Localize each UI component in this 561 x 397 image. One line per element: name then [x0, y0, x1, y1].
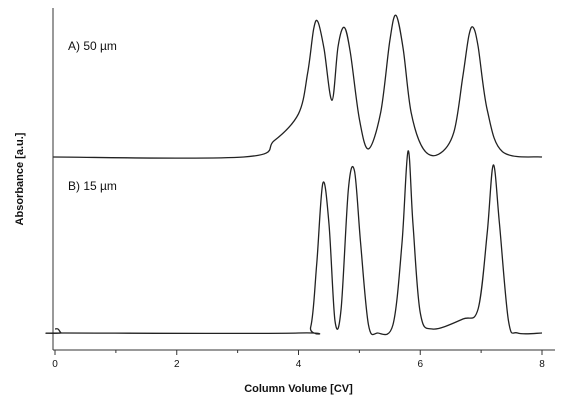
trace-b-15um	[45, 150, 543, 336]
series-label-b: B) 15 µm	[68, 179, 117, 193]
x-ticks: 0 2 4 6 8	[52, 350, 545, 370]
x-tick-label-2: 2	[174, 359, 180, 370]
series-label-a: A) 50 µm	[68, 39, 117, 53]
panel-labels: A) 50 µm B) 15 µm	[68, 39, 117, 193]
x-tick-label-4: 4	[296, 359, 302, 370]
traces	[45, 14, 543, 336]
x-axis-title: Column Volume [CV]	[244, 383, 353, 395]
x-tick-label-8: 8	[539, 359, 545, 370]
axes	[52, 8, 555, 351]
y-axis-title: Absorbance [a.u.]	[14, 132, 26, 225]
trace-a-50um	[53, 14, 543, 159]
x-tick-label-0: 0	[52, 359, 58, 370]
x-tick-label-6: 6	[417, 359, 423, 370]
